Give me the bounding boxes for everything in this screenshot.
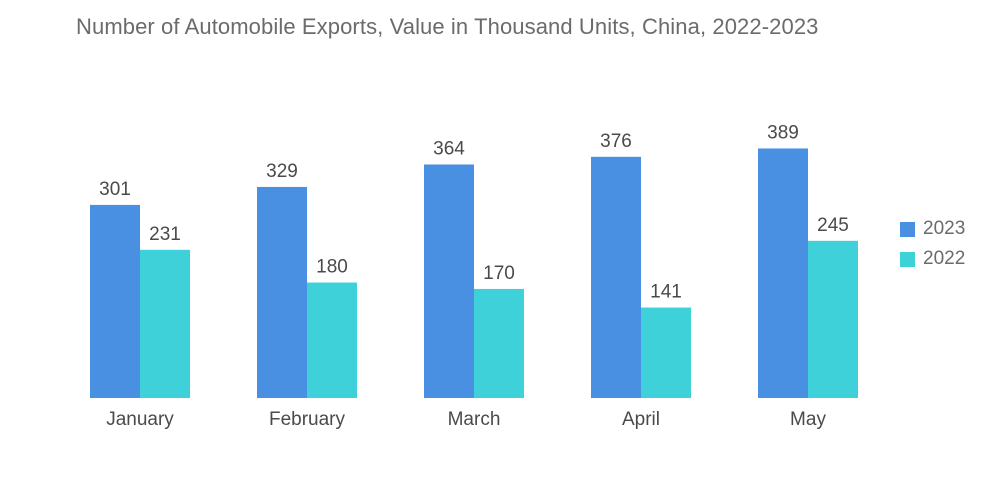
data-label-march-2023: 364: [433, 138, 465, 159]
legend-item-2023: 2023: [900, 214, 965, 244]
bar-january-2022: [140, 249, 190, 398]
bar-may-2022: [808, 240, 858, 398]
chart-title: Number of Automobile Exports, Value in T…: [76, 14, 819, 39]
legend-swatch-2022: [900, 251, 915, 267]
data-label-april-2022: 141: [650, 282, 682, 303]
x-tick-label-march: March: [448, 409, 501, 430]
bar-february-2022: [307, 282, 357, 398]
data-label-february-2023: 329: [266, 161, 298, 182]
x-tick-label-february: February: [269, 409, 346, 430]
bar-may-2023: [758, 148, 808, 398]
data-label-january-2023: 301: [99, 179, 131, 200]
legend-label-2022: 2022: [923, 248, 966, 269]
bar-april-2022: [641, 307, 691, 398]
data-label-march-2022: 170: [483, 263, 515, 284]
bar-april-2023: [591, 156, 641, 398]
data-label-may-2023: 389: [767, 122, 799, 143]
legend-label-2023: 2023: [923, 218, 966, 239]
x-tick-label-may: May: [790, 409, 826, 430]
bar-march-2022: [474, 288, 524, 398]
x-tick-label-january: January: [106, 409, 174, 430]
x-tick-label-april: April: [622, 409, 660, 430]
legend-item-2022: 2022: [900, 244, 965, 274]
legend-swatch-2023: [900, 221, 915, 237]
data-label-april-2023: 376: [600, 131, 632, 152]
data-label-january-2022: 231: [149, 224, 181, 245]
data-label-may-2022: 245: [817, 215, 849, 236]
data-label-february-2022: 180: [316, 257, 348, 278]
bar-february-2023: [257, 186, 307, 398]
legend: 2023 2022: [900, 214, 965, 274]
bar-january-2023: [90, 204, 140, 398]
bar-march-2023: [424, 164, 474, 398]
